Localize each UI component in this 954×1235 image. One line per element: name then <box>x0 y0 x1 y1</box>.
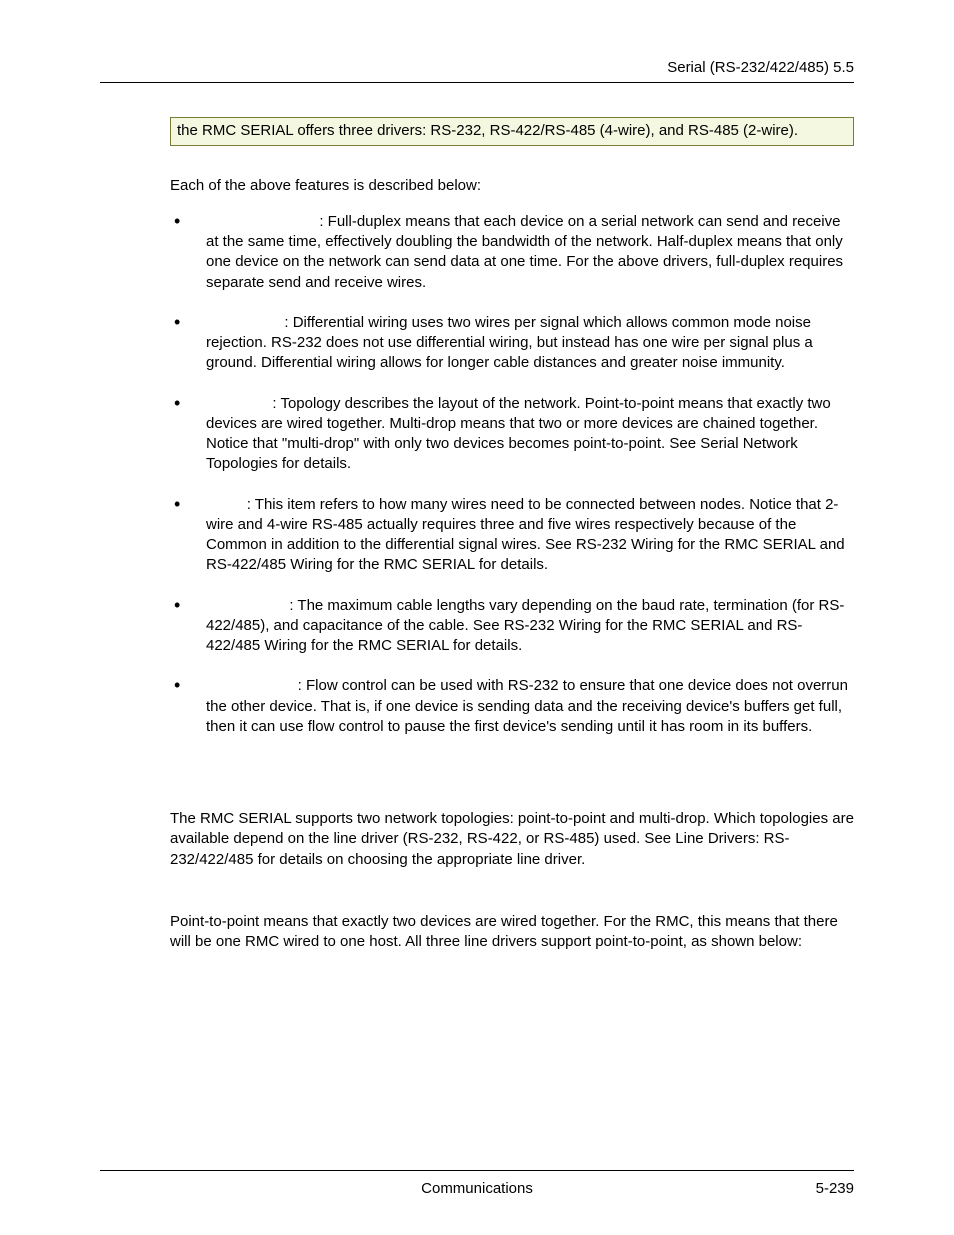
page-header: Serial (RS-232/422/485) 5.5 <box>100 58 854 83</box>
footer-center: Communications <box>100 1179 854 1199</box>
page-footer: Communications 5-239 <box>100 1170 854 1199</box>
body-content: Each of the above features is described … <box>170 176 854 953</box>
feature-term: Topology <box>206 394 272 414</box>
feature-term: Differential <box>206 313 284 333</box>
feature-text: : Differential wiring uses two wires per… <box>206 314 813 372</box>
feature-text: : Topology describes the layout of the n… <box>206 395 831 473</box>
section-heading <box>170 777 854 799</box>
feature-term: Wires <box>206 495 247 515</box>
header-right-text: Serial (RS-232/422/485) 5.5 <box>667 59 854 76</box>
feature-text: : Flow control can be used with RS-232 t… <box>206 677 848 735</box>
section2-para1: The RMC SERIAL supports two network topo… <box>170 809 854 870</box>
callout-box: the RMC SERIAL offers three drivers: RS-… <box>170 117 854 145</box>
feature-item: Full/Half Duplex: Full-duplex means that… <box>170 212 854 293</box>
feature-term: Flow Control <box>206 676 298 696</box>
callout-text: the RMC SERIAL offers three drivers: RS-… <box>177 122 798 139</box>
feature-term: Max Length <box>206 596 289 616</box>
feature-item: Differential: Differential wiring uses t… <box>170 313 854 374</box>
page: Serial (RS-232/422/485) 5.5 the RMC SERI… <box>0 0 954 1235</box>
feature-text: : This item refers to how many wires nee… <box>206 496 845 574</box>
sub-heading <box>170 888 854 906</box>
feature-item: Topology: Topology describes the layout … <box>170 394 854 475</box>
section2-para2: Point-to-point means that exactly two de… <box>170 912 854 953</box>
intro-paragraph: Each of the above features is described … <box>170 176 854 196</box>
feature-text: : The maximum cable lengths vary dependi… <box>206 597 844 655</box>
feature-item: Wires: This item refers to how many wire… <box>170 495 854 576</box>
feature-item: Max Length: The maximum cable lengths va… <box>170 596 854 657</box>
features-list: Full/Half Duplex: Full-duplex means that… <box>170 212 854 737</box>
feature-item: Flow Control: Flow control can be used w… <box>170 676 854 737</box>
feature-term: Full/Half Duplex <box>206 212 319 232</box>
